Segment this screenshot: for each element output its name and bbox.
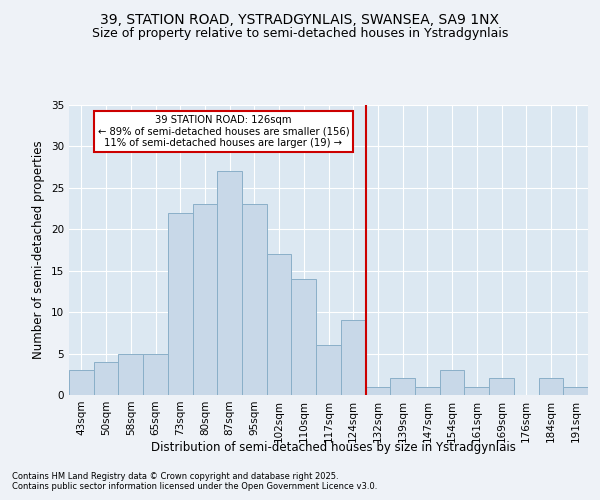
Y-axis label: Number of semi-detached properties: Number of semi-detached properties <box>32 140 46 360</box>
Bar <box>193 204 217 395</box>
Bar <box>168 212 193 395</box>
Bar <box>539 378 563 395</box>
Bar <box>217 172 242 395</box>
Bar <box>316 346 341 395</box>
Text: Distribution of semi-detached houses by size in Ystradgynlais: Distribution of semi-detached houses by … <box>151 441 515 454</box>
Bar <box>440 370 464 395</box>
Bar <box>563 386 588 395</box>
Bar <box>118 354 143 395</box>
Bar <box>489 378 514 395</box>
Text: Contains public sector information licensed under the Open Government Licence v3: Contains public sector information licen… <box>12 482 377 491</box>
Bar <box>69 370 94 395</box>
Bar <box>341 320 365 395</box>
Bar <box>242 204 267 395</box>
Bar <box>365 386 390 395</box>
Text: Contains HM Land Registry data © Crown copyright and database right 2025.: Contains HM Land Registry data © Crown c… <box>12 472 338 481</box>
Bar <box>390 378 415 395</box>
Text: 39 STATION ROAD: 126sqm
← 89% of semi-detached houses are smaller (156)
11% of s: 39 STATION ROAD: 126sqm ← 89% of semi-de… <box>98 115 349 148</box>
Text: 39, STATION ROAD, YSTRADGYNLAIS, SWANSEA, SA9 1NX: 39, STATION ROAD, YSTRADGYNLAIS, SWANSEA… <box>101 12 499 26</box>
Bar <box>143 354 168 395</box>
Bar <box>94 362 118 395</box>
Bar <box>267 254 292 395</box>
Bar <box>415 386 440 395</box>
Text: Size of property relative to semi-detached houses in Ystradgynlais: Size of property relative to semi-detach… <box>92 28 508 40</box>
Bar <box>464 386 489 395</box>
Bar <box>292 279 316 395</box>
